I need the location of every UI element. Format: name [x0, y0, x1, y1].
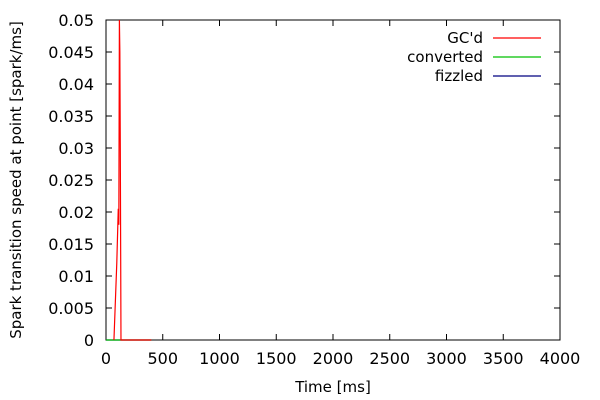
x-tick-label: 0 [101, 349, 111, 368]
x-tick-label: 3500 [483, 349, 524, 368]
x-tick-label: 4000 [540, 349, 581, 368]
ticks: 0 500 1000 1500 2000 2500 3000 3500 4000 0 0.005 0.… [48, 11, 580, 368]
y-tick-label: 0.025 [48, 171, 94, 190]
x-tick-label: 2500 [369, 349, 410, 368]
series-group [106, 19, 152, 341]
y-tick-label: 0 [84, 331, 94, 350]
y-tick-label: 0.02 [58, 203, 94, 222]
y-tick-label: 0.03 [58, 139, 94, 158]
y-tick-label: 0.005 [48, 299, 94, 318]
x-axis-label: Time [ms] [294, 378, 371, 396]
y-tick-label: 0.04 [58, 75, 94, 94]
y-axis-label: Spark transition speed at point [spark/m… [7, 21, 25, 339]
x-tick-label: 1500 [256, 349, 297, 368]
y-tick-label: 0.01 [58, 267, 94, 286]
x-tick-label: 1000 [199, 349, 240, 368]
y-tick-label: 0.035 [48, 107, 94, 126]
legend-label: fizzled [435, 67, 483, 85]
plot-frame [105, 19, 561, 341]
y-tick-label: 0.045 [48, 43, 94, 62]
legend-label: converted [407, 48, 483, 66]
series-line [113, 19, 152, 341]
x-tick-label: 2000 [313, 349, 354, 368]
y-tick-label: 0.05 [58, 11, 94, 30]
y-tick-label: 0.015 [48, 235, 94, 254]
legend-label: GC'd [447, 29, 483, 47]
x-tick-label: 3000 [426, 349, 467, 368]
x-tick-label: 500 [147, 349, 178, 368]
